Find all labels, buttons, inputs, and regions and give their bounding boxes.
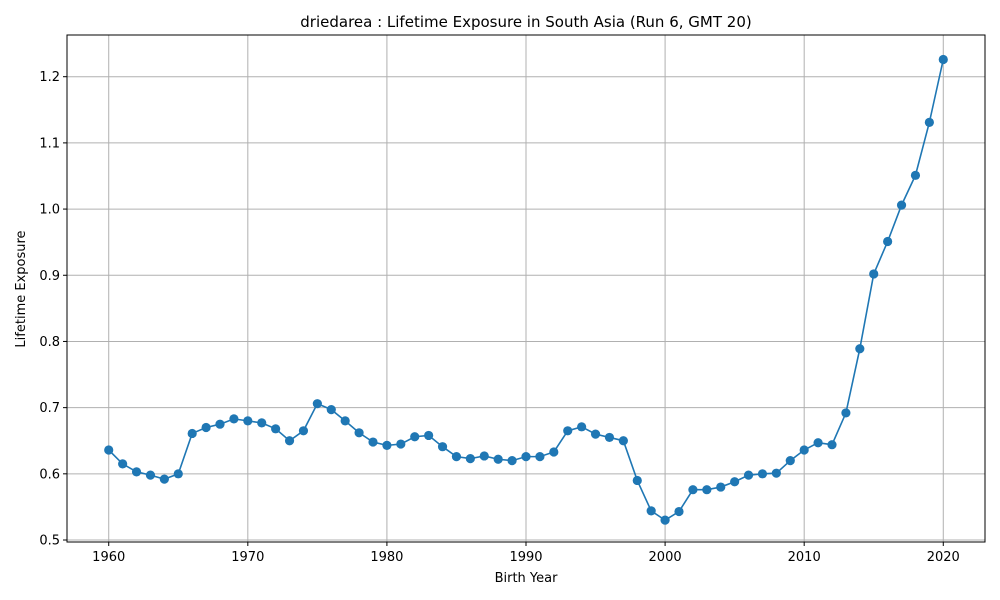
data-point bbox=[757, 469, 768, 479]
y-tick-label: 1.1 bbox=[39, 136, 60, 151]
data-point bbox=[173, 469, 183, 479]
y-tick-label: 0.5 bbox=[39, 534, 60, 549]
data-point bbox=[563, 426, 573, 436]
data-point bbox=[716, 482, 726, 492]
data-point bbox=[646, 506, 656, 516]
data-point bbox=[326, 405, 336, 415]
x-axis-label: Birth Year bbox=[495, 571, 559, 586]
data-point bbox=[924, 117, 934, 127]
x-tick-label: 1990 bbox=[509, 550, 542, 565]
data-point bbox=[298, 426, 309, 436]
data-point bbox=[910, 170, 921, 180]
data-point bbox=[618, 436, 628, 446]
data-point bbox=[799, 445, 809, 455]
data-point bbox=[354, 428, 364, 438]
data-point bbox=[104, 445, 114, 455]
data-point bbox=[590, 429, 601, 439]
data-point bbox=[451, 452, 462, 462]
y-tick-label: 0.7 bbox=[39, 401, 60, 416]
x-tick-label: 1970 bbox=[231, 550, 264, 565]
data-point bbox=[479, 451, 489, 461]
data-point bbox=[187, 428, 197, 439]
x-tick-label: 1980 bbox=[370, 550, 403, 565]
data-point bbox=[437, 442, 448, 452]
axis-ticks: 1960 1970 1980 1990 2000 2010 2020 0.5 0.6 0.7 0.8… bbox=[39, 70, 960, 565]
data-markers bbox=[104, 54, 948, 525]
data-point bbox=[312, 399, 322, 409]
x-tick-label: 2010 bbox=[788, 550, 821, 565]
grid-lines bbox=[67, 35, 985, 542]
x-tick-label: 2000 bbox=[649, 550, 682, 565]
y-axis-label: Lifetime Exposure bbox=[14, 230, 29, 347]
y-tick-label: 1.2 bbox=[39, 70, 60, 85]
data-point bbox=[896, 200, 907, 210]
chart-title: driedarea : Lifetime Exposure in South A… bbox=[300, 13, 751, 31]
data-point bbox=[855, 344, 865, 354]
data-point bbox=[396, 439, 406, 449]
data-point bbox=[257, 418, 267, 428]
data-point bbox=[813, 438, 823, 448]
data-point bbox=[702, 485, 712, 495]
data-point bbox=[730, 477, 740, 487]
data-point bbox=[424, 430, 434, 441]
data-point bbox=[340, 416, 350, 426]
data-point bbox=[827, 440, 837, 450]
y-tick-label: 0.8 bbox=[39, 335, 60, 350]
y-tick-label: 1.0 bbox=[39, 203, 60, 218]
data-point bbox=[535, 452, 545, 462]
data-point bbox=[577, 422, 587, 432]
data-point bbox=[229, 414, 239, 424]
data-point bbox=[368, 437, 378, 447]
x-tick-label: 1960 bbox=[92, 550, 125, 565]
data-point bbox=[632, 475, 642, 486]
data-point bbox=[159, 474, 169, 484]
series bbox=[104, 54, 948, 525]
x-tick-label: 2020 bbox=[927, 550, 960, 565]
data-point bbox=[271, 424, 281, 434]
data-point bbox=[215, 419, 225, 429]
data-point bbox=[243, 416, 253, 426]
data-point bbox=[938, 54, 948, 65]
y-tick-label: 0.6 bbox=[39, 467, 60, 482]
data-point bbox=[743, 470, 754, 480]
data-point bbox=[131, 467, 142, 477]
data-point bbox=[604, 432, 615, 443]
data-point bbox=[118, 459, 128, 469]
data-point bbox=[507, 455, 517, 466]
data-point bbox=[674, 506, 684, 517]
data-point bbox=[883, 236, 893, 247]
data-point bbox=[465, 454, 475, 464]
data-point bbox=[785, 455, 795, 466]
data-point bbox=[382, 440, 392, 450]
data-point bbox=[493, 454, 503, 464]
data-point bbox=[201, 422, 211, 433]
data-point bbox=[688, 485, 698, 495]
data-point bbox=[869, 269, 879, 279]
data-point bbox=[771, 468, 781, 478]
data-point bbox=[549, 447, 559, 457]
data-point bbox=[145, 470, 156, 480]
y-tick-label: 0.9 bbox=[39, 269, 60, 284]
data-point bbox=[521, 452, 531, 462]
data-point bbox=[660, 515, 670, 525]
data-point bbox=[284, 436, 295, 446]
data-point bbox=[410, 432, 420, 442]
data-point bbox=[841, 408, 851, 418]
